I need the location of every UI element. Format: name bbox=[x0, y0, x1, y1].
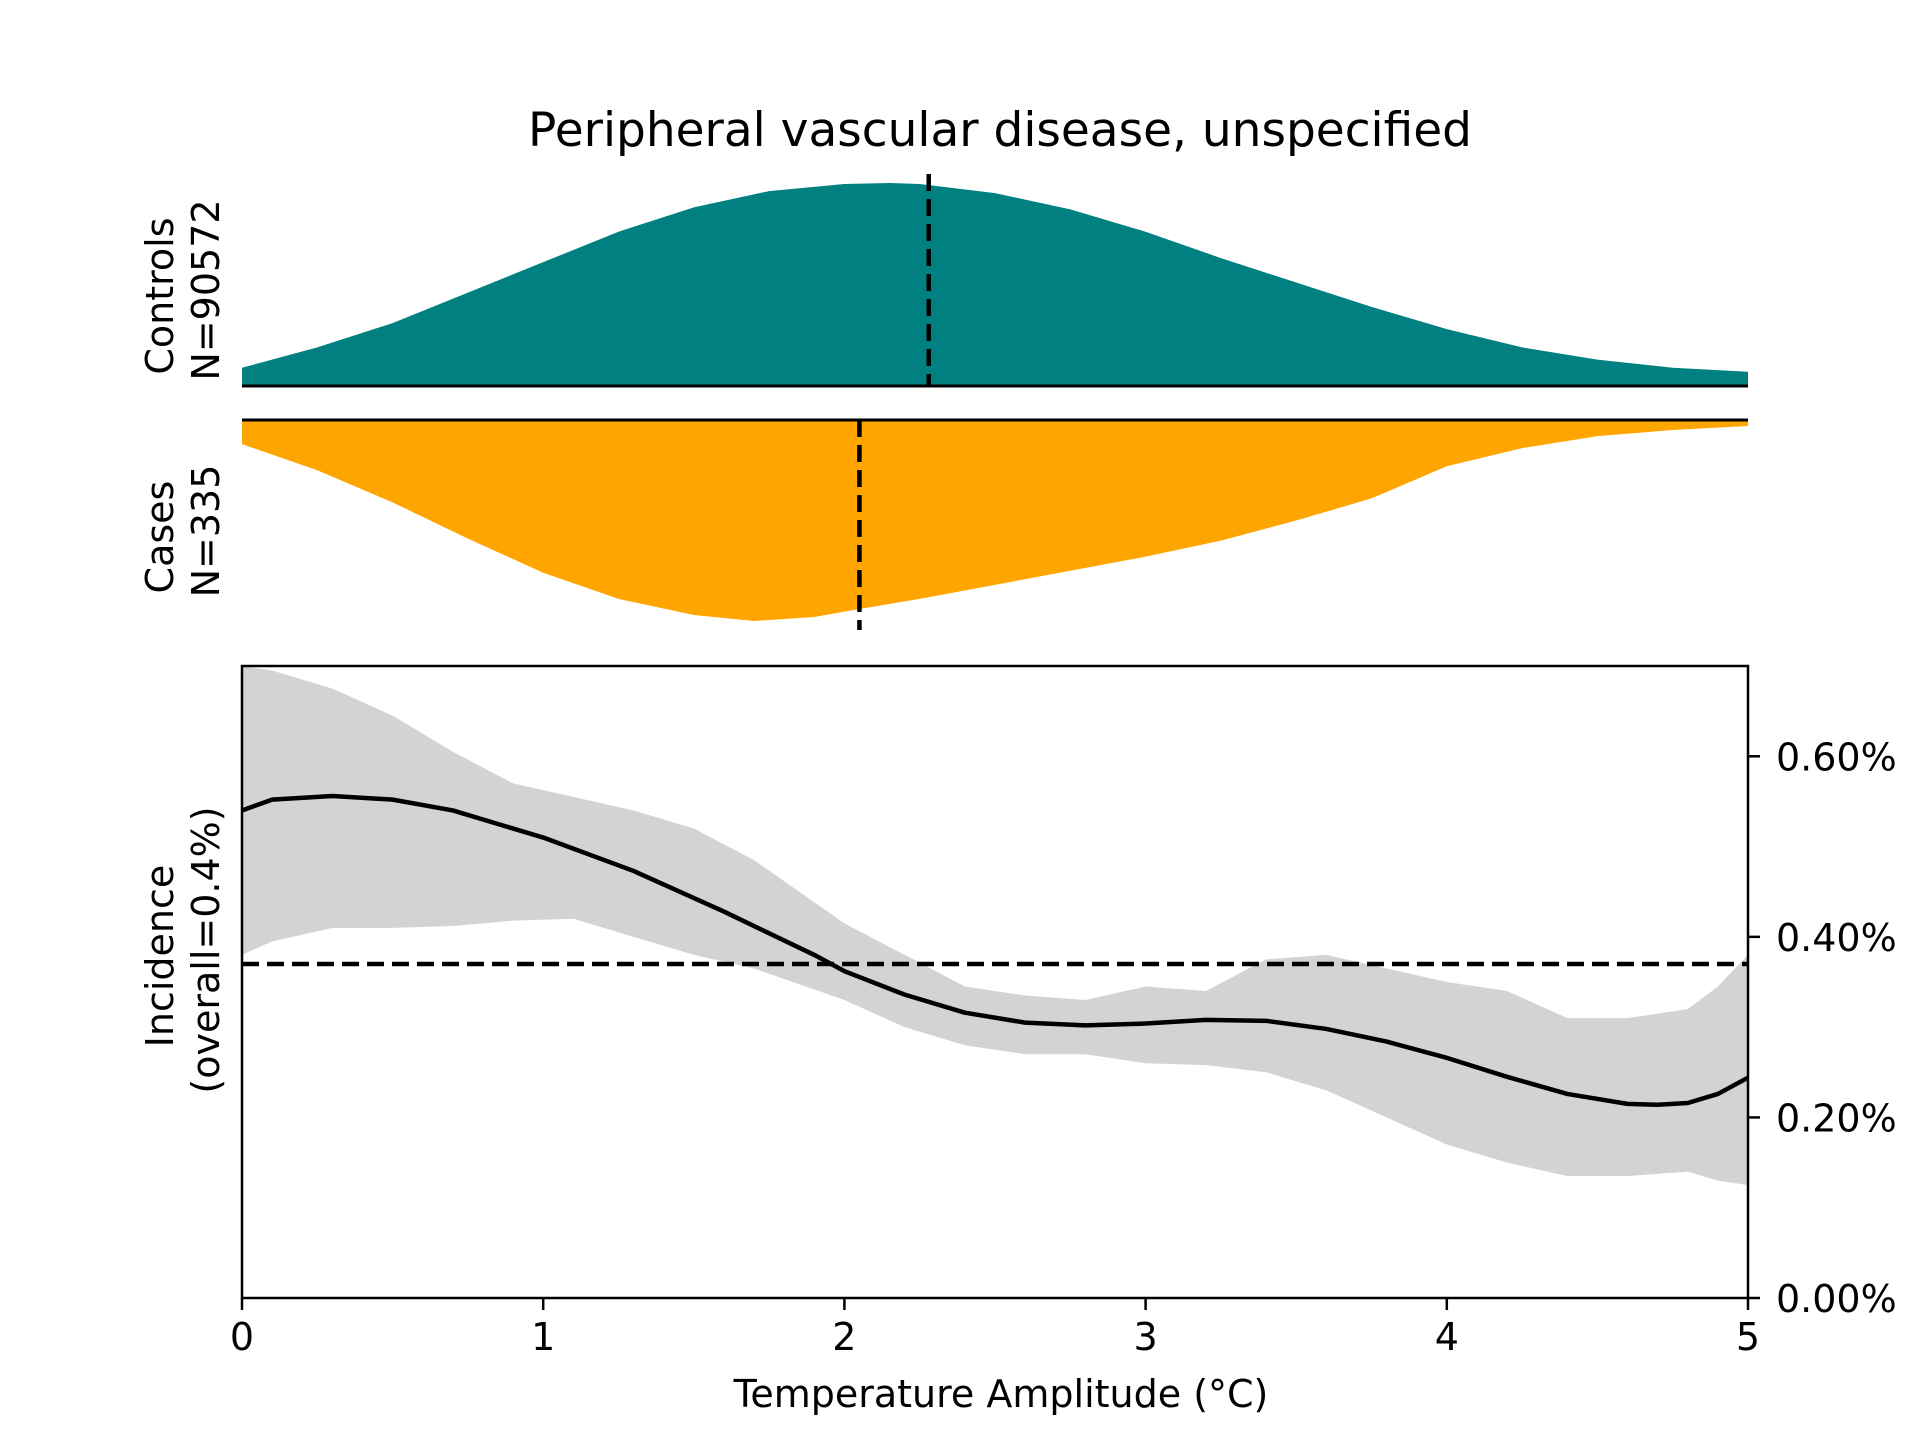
controls-label-name: Controls bbox=[138, 217, 182, 374]
y-tick-label: 0.40% bbox=[1776, 916, 1897, 960]
incidence-ylabel: Incidence (overall=0.4%) bbox=[138, 806, 228, 1093]
incidence-plot-frame bbox=[240, 664, 1750, 1300]
cases-label-name: Cases bbox=[138, 481, 182, 594]
y-axis-ticks: 0.00% 0.20% 0.40% 0.60% bbox=[1748, 735, 1897, 1321]
x-axis-label: Temperature Amplitude (°C) bbox=[733, 1372, 1269, 1416]
cases-density-area bbox=[242, 420, 1748, 621]
x-tick-label: 2 bbox=[832, 1315, 856, 1359]
x-tick-label: 4 bbox=[1435, 1315, 1459, 1359]
incidence-line bbox=[241, 793, 1750, 1108]
y-tick-label: 0.00% bbox=[1776, 1277, 1897, 1321]
confidence-band bbox=[242, 666, 1748, 1186]
x-tick-label: 3 bbox=[1134, 1315, 1158, 1359]
controls-label-count: N=90572 bbox=[184, 199, 228, 380]
x-tick-label: 5 bbox=[1736, 1315, 1760, 1359]
controls-label: Controls N=90572 bbox=[138, 199, 228, 380]
chart-title: Peripheral vascular disease, unspecified bbox=[528, 103, 1472, 158]
y-tick-label: 0.60% bbox=[1776, 735, 1897, 779]
controls-density-area bbox=[242, 183, 1748, 386]
cases-label-count: N=335 bbox=[184, 465, 228, 598]
cases-panel: Cases N=335 bbox=[138, 418, 1748, 630]
x-tick-label: 0 bbox=[230, 1315, 254, 1359]
cases-label: Cases N=335 bbox=[138, 465, 228, 598]
incidence-ylabel-line2: (overall=0.4%) bbox=[184, 806, 228, 1093]
y-tick-label: 0.20% bbox=[1776, 1096, 1897, 1140]
incidence-ylabel-line1: Incidence bbox=[138, 865, 182, 1048]
controls-panel: Controls N=90572 bbox=[138, 174, 1748, 388]
x-tick-label: 1 bbox=[531, 1315, 555, 1359]
incidence-panel: 0 1 2 3 4 5 0.00% 0.20% 0.40% 0.60% Incidence (o… bbox=[138, 664, 1897, 1416]
x-axis-ticks: 0 1 2 3 4 5 bbox=[230, 1298, 1760, 1359]
